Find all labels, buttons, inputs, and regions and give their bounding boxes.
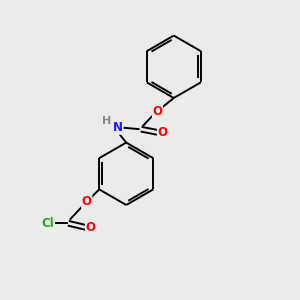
Text: O: O [152, 105, 162, 118]
Text: Cl: Cl [42, 217, 54, 230]
Text: O: O [82, 195, 92, 208]
Text: N: N [113, 121, 123, 134]
Text: H: H [102, 116, 111, 126]
Text: O: O [158, 126, 167, 139]
Text: O: O [85, 221, 96, 234]
